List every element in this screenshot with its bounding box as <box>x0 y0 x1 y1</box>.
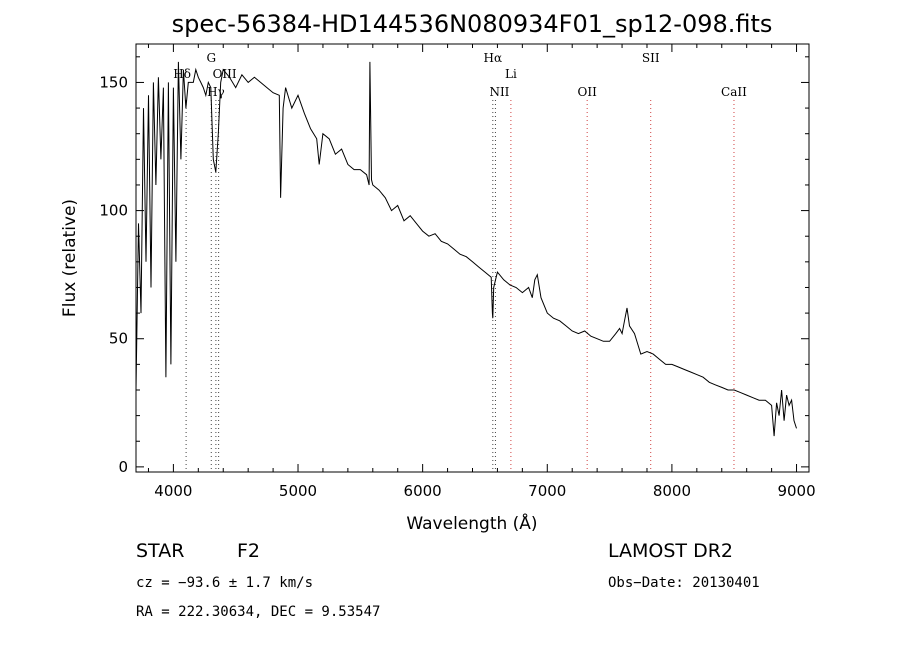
y-axis-label: Flux (relative) <box>60 199 80 317</box>
y-tick-label: 150 <box>99 73 128 91</box>
object-subclass: F2 <box>237 540 261 562</box>
line-label-li: Li <box>505 67 517 81</box>
line-label-hγ: Hγ <box>207 85 225 99</box>
line-label-hα: Hα <box>484 51 503 65</box>
spectrum-line <box>135 61 797 437</box>
redshift-velocity: cz = −93.6 ± 1.7 km/s <box>136 575 314 591</box>
line-label-nii: NII <box>489 85 509 99</box>
coordinates: RA = 222.30634, DEC = 9.53547 <box>136 604 381 620</box>
line-label-hδ: Hδ <box>173 67 191 81</box>
y-tick-label: 50 <box>109 330 128 348</box>
line-label-oii: OII <box>577 85 597 99</box>
x-tick-label: 6000 <box>404 482 442 500</box>
line-label-oiii: OIII <box>213 67 237 81</box>
line-label-sii: SII <box>642 51 660 65</box>
chart-title: spec-56384-HD144536N080934F01_sp12-098.f… <box>172 10 773 38</box>
line-label-g: G <box>206 51 216 65</box>
survey-name: LAMOST DR2 <box>608 540 733 562</box>
x-tick-label: 8000 <box>653 482 691 500</box>
x-tick-label: 4000 <box>154 482 192 500</box>
observation-date: Obs−Date: 20130401 <box>608 575 760 591</box>
x-tick-label: 7000 <box>528 482 566 500</box>
line-label-caii: CaII <box>721 85 747 99</box>
y-tick-label: 100 <box>99 202 128 220</box>
x-axis-label: Wavelength (Å) <box>406 512 537 534</box>
x-tick-label: 5000 <box>279 482 317 500</box>
y-tick-label: 0 <box>118 458 128 476</box>
plot-frame <box>135 43 810 473</box>
object-class: STAR <box>136 540 185 562</box>
x-tick-label: 9000 <box>777 482 815 500</box>
